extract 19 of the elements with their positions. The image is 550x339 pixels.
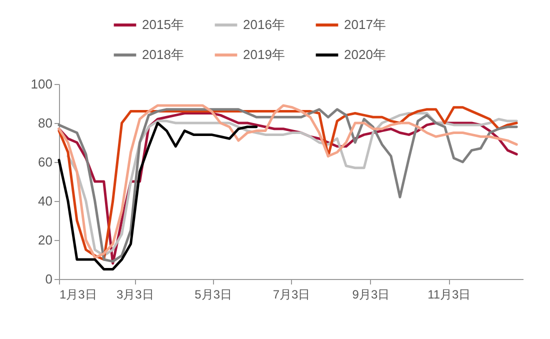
y-tick-label: 80 (38, 116, 52, 130)
x-tick-label: 7月3日 (272, 288, 310, 302)
y-tick-label: 100 (30, 76, 52, 92)
line-series (58, 122, 258, 270)
legend-label: 2018年 (142, 47, 184, 62)
x-tick-label: 5月3日 (194, 288, 232, 302)
y-tick-label: 20 (38, 232, 52, 248)
legend-label: 2020年 (344, 47, 386, 62)
y-tick-label: 60 (38, 154, 52, 170)
x-tick-label: 3月3日 (116, 288, 154, 302)
legend-label: 2019年 (243, 47, 285, 62)
legend-label: 2015年 (142, 17, 184, 32)
x-tick-label: 11月3日 (428, 288, 471, 302)
legend-label: 2016年 (243, 17, 285, 32)
x-tick-label: 9月3日 (352, 288, 390, 302)
y-tick-label: 0 (45, 272, 52, 286)
legend-label: 2017年 (344, 17, 386, 32)
x-tick-label: 1月3日 (60, 288, 97, 302)
y-tick-label: 40 (38, 194, 52, 208)
